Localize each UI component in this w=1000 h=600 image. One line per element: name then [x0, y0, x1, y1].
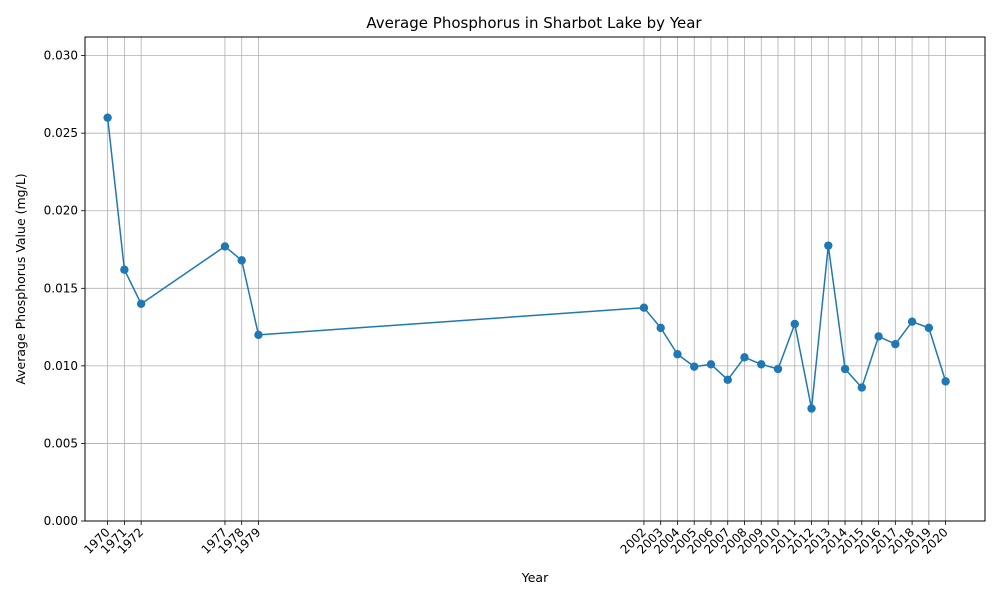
data-point — [740, 353, 749, 362]
grid — [85, 37, 985, 522]
axes-frame — [84, 36, 986, 522]
data-point — [840, 364, 850, 374]
data-point — [673, 350, 682, 359]
y-axis-ticks: 0.000 0.005 0.010 0.015 0.020 0.025 0.030 — [44, 49, 85, 528]
data-point — [254, 330, 263, 340]
data-point — [874, 332, 883, 341]
data-point — [136, 299, 146, 309]
data-point — [757, 360, 766, 369]
data-point — [773, 364, 783, 374]
y-tick-label: 0.000 — [44, 514, 78, 528]
data-point — [941, 377, 950, 386]
data-point — [824, 241, 833, 250]
y-tick-label: 0.020 — [44, 204, 78, 218]
data-point — [639, 303, 649, 312]
data-point — [807, 404, 816, 413]
x-axis-title: Year — [521, 570, 549, 585]
data-point — [690, 362, 699, 371]
y-tick-label: 0.005 — [44, 436, 78, 450]
series-line — [106, 117, 947, 410]
y-tick-label: 0.030 — [44, 49, 78, 63]
data-point — [120, 265, 129, 274]
series-layer — [103, 113, 950, 413]
y-tick-label: 0.025 — [44, 126, 78, 140]
data-point — [220, 242, 230, 251]
data-point — [857, 383, 867, 392]
data-point — [103, 113, 112, 122]
data-point — [723, 375, 732, 385]
y-axis-title: Average Phosphorus Value (mg/L) — [13, 173, 28, 384]
data-point — [237, 256, 246, 265]
y-tick-label: 0.010 — [44, 359, 78, 373]
data-point — [891, 339, 900, 349]
y-tick-label: 0.015 — [44, 281, 78, 295]
data-point — [706, 360, 716, 369]
data-point — [907, 317, 917, 326]
data-point — [656, 323, 665, 333]
data-point — [790, 319, 799, 329]
chart-title: Average Phosphorus in Sharbot Lake by Ye… — [366, 14, 702, 32]
data-point — [924, 323, 934, 333]
